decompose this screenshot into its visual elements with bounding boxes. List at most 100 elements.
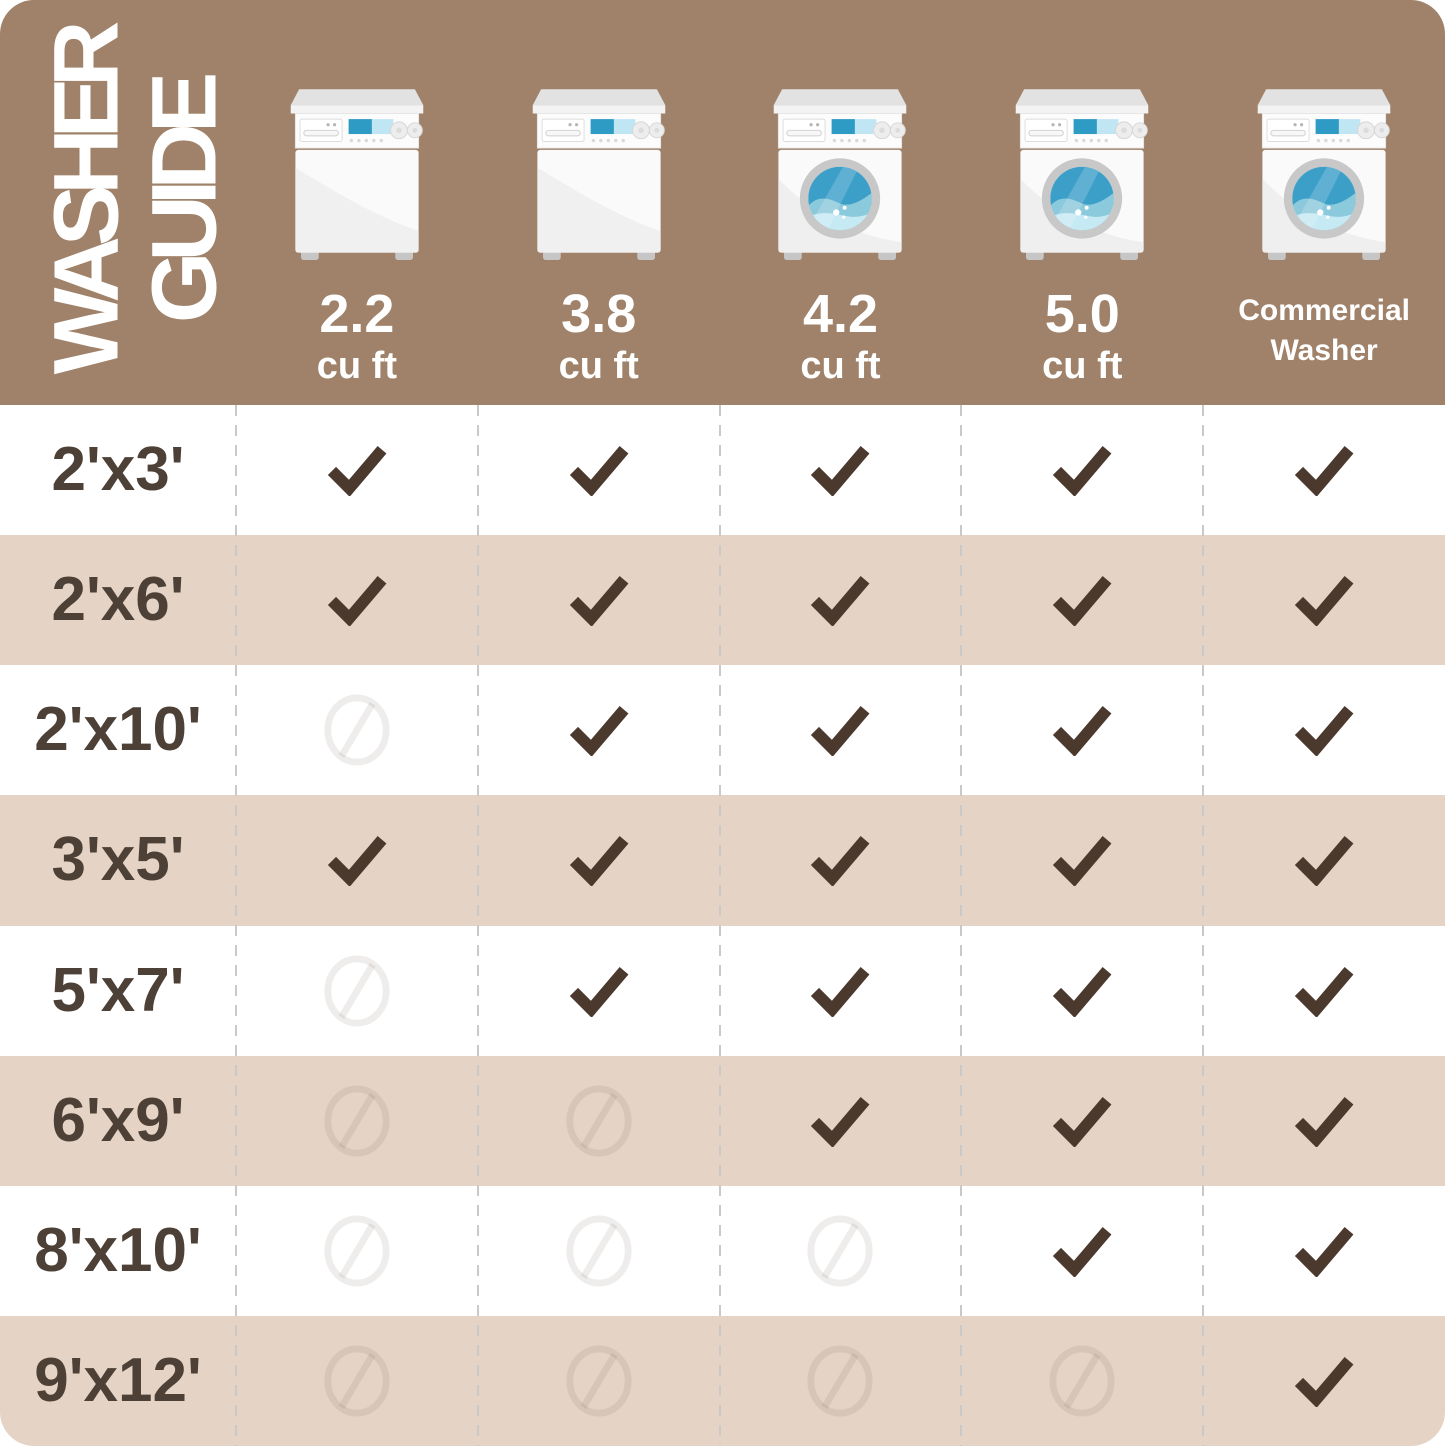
check-icon (569, 836, 629, 887)
prohibited-icon (566, 1085, 632, 1157)
column-name-label: Commercial Washer (1238, 291, 1410, 371)
cell-2x10-4.2 (720, 665, 962, 795)
prohibited-icon (324, 1215, 390, 1287)
cell-3x5-4.2 (720, 795, 962, 925)
check-icon (327, 446, 387, 497)
washer-icon-4.2 (774, 89, 907, 261)
check-icon (569, 966, 629, 1017)
prohibited-icon (324, 955, 390, 1027)
cell-3x5-commercial (1203, 795, 1445, 925)
washer-icon-commercial (1257, 89, 1391, 261)
page-title: WASHER GUIDE (36, 31, 236, 375)
check-icon (1294, 706, 1354, 757)
check-icon (1294, 1356, 1354, 1407)
column-name-line1: Commercial (1238, 294, 1410, 327)
column-unit-label: cu ft (1042, 345, 1123, 387)
row-label-2x3: 2'x3' (51, 435, 185, 505)
check-icon (1053, 836, 1112, 887)
cell-2x10-5.0 (961, 665, 1203, 795)
column-header-commercial: Commercial Washer (1203, 0, 1445, 405)
column-header-4.2: 4.2 cu ft (720, 0, 962, 405)
check-icon (1053, 1226, 1112, 1277)
table-row-9x12: 9'x12' (0, 1315, 1445, 1446)
check-icon (1294, 446, 1354, 497)
compatibility-table: 2'x3' 2'x6' 2'x10' 3'x5' 5'x7' 6'x9' 8'x10' 9'x… (0, 405, 1445, 1446)
prohibited-icon (324, 1345, 390, 1417)
check-icon (1294, 836, 1354, 887)
check-icon (811, 446, 870, 497)
column-unit-label: cu ft (558, 345, 639, 387)
check-icon (811, 1096, 870, 1147)
column-separator-line (235, 405, 237, 1446)
column-separator-line (960, 405, 963, 1446)
cell-8x10-commercial (1203, 1186, 1445, 1316)
cell-6x9-commercial (1203, 1056, 1445, 1186)
prohibited-icon (807, 1215, 874, 1287)
cell-9x12-5.0 (961, 1316, 1203, 1446)
table-row-2x3: 2'x3' (0, 405, 1445, 536)
row-label-8x10: 8'x10' (34, 1215, 202, 1285)
check-icon (1053, 706, 1112, 757)
check-icon (569, 576, 629, 627)
check-icon (811, 576, 870, 627)
cell-2x3-5.0 (961, 405, 1203, 535)
prohibited-icon (324, 694, 390, 766)
washer-icon-2.2 (290, 89, 424, 261)
check-icon (811, 966, 870, 1017)
check-icon (1053, 966, 1112, 1017)
column-capacity-label: 4.2 (802, 284, 879, 344)
cell-8x10-5.0 (961, 1186, 1203, 1316)
column-unit-label: cu ft (800, 345, 881, 387)
check-icon (1294, 1226, 1354, 1277)
row-label-6x9: 6'x9' (51, 1085, 185, 1155)
cell-3x5-2.2 (236, 795, 478, 925)
column-capacity-label: 3.8 (561, 284, 637, 344)
cell-2x6-2.2 (236, 535, 478, 665)
check-icon (569, 446, 629, 497)
column-capacity-label: 2.2 (319, 284, 395, 344)
check-icon (1053, 576, 1112, 627)
check-icon (1294, 966, 1354, 1017)
check-icon (811, 706, 870, 757)
title-block: WASHER GUIDE (0, 0, 272, 405)
cell-8x10-4.2 (720, 1186, 962, 1316)
prohibited-icon (324, 1085, 390, 1157)
column-unit-label: cu ft (316, 345, 397, 387)
cell-2x3-commercial (1203, 405, 1445, 535)
cell-8x10-2.2 (236, 1186, 478, 1316)
cell-9x12-4.2 (720, 1316, 962, 1446)
table-row-3x5: 3'x5' (0, 795, 1445, 926)
column-name-line2: Washer (1270, 333, 1378, 367)
header: WASHER GUIDE 2.2 cu ft 3.8 cu ft 4.2 cu ft 5.0… (0, 0, 1445, 405)
page-title-line2: GUIDE (134, 81, 236, 324)
column-header-2.2: 2.2 cu ft (236, 0, 478, 405)
cell-6x9-4.2 (720, 1056, 962, 1186)
column-headers: 2.2 cu ft 3.8 cu ft 4.2 cu ft 5.0 cu ft Commerci… (236, 0, 1445, 405)
cell-3x5-5.0 (961, 795, 1203, 925)
cell-9x12-2.2 (236, 1316, 478, 1446)
table-row-8x10: 8'x10' (0, 1185, 1445, 1316)
column-header-3.8: 3.8 cu ft (478, 0, 720, 405)
table-row-6x9: 6'x9' (0, 1055, 1445, 1186)
column-separator-line (476, 405, 479, 1446)
check-icon (1294, 576, 1354, 627)
prohibited-icon (807, 1345, 874, 1417)
row-label-5x7: 5'x7' (51, 955, 185, 1025)
check-icon (811, 836, 870, 887)
check-icon (569, 706, 629, 757)
row-label-9x12: 9'x12' (34, 1345, 202, 1415)
cell-9x12-commercial (1203, 1316, 1445, 1446)
table-row-2x10: 2'x10' (0, 665, 1445, 796)
cell-6x9-3.8 (478, 1056, 720, 1186)
prohibited-icon (566, 1215, 632, 1287)
cell-2x10-3.8 (478, 665, 720, 795)
row-label-3x5: 3'x5' (51, 825, 185, 895)
cell-2x6-3.8 (478, 535, 720, 665)
column-separator-line (718, 405, 721, 1446)
cell-5x7-commercial (1203, 926, 1445, 1056)
cell-2x3-2.2 (236, 405, 478, 535)
cell-2x3-4.2 (720, 405, 962, 535)
table-row-5x7: 5'x7' (0, 925, 1445, 1056)
cell-5x7-2.2 (236, 926, 478, 1056)
